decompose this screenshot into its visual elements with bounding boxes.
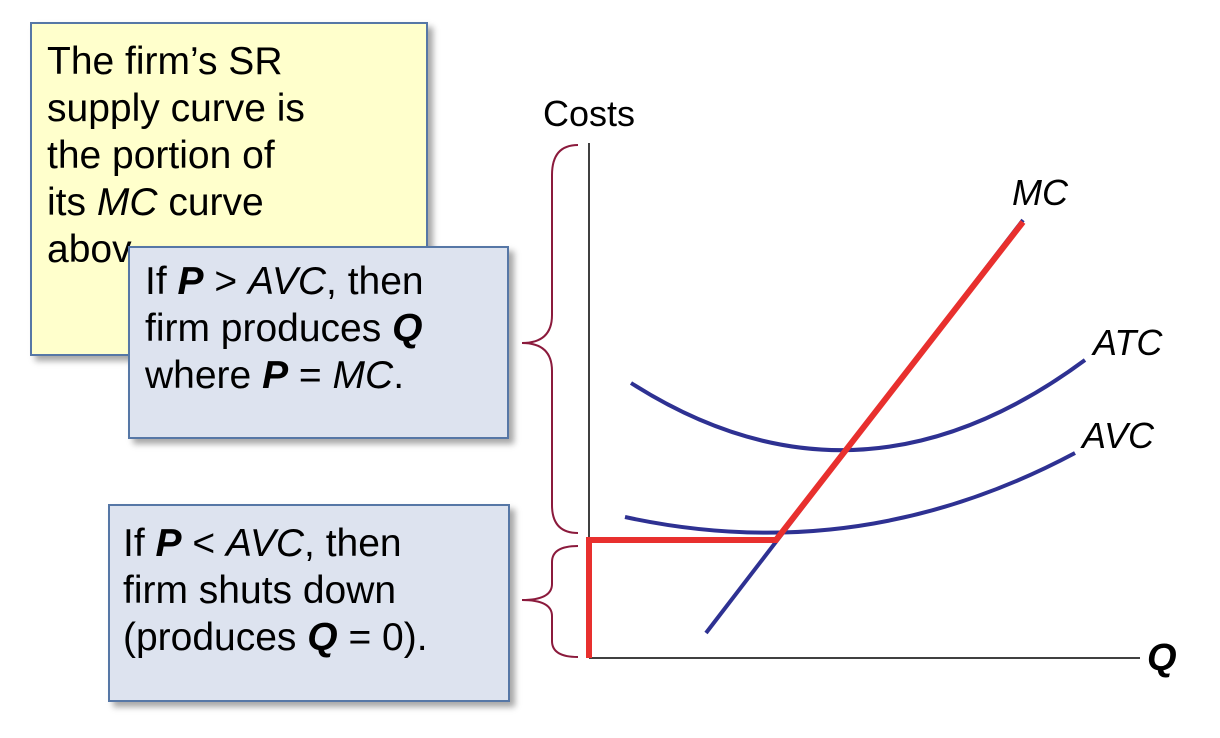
text: If (145, 260, 178, 303)
price-symbol: P (177, 260, 204, 303)
quantity-symbol: Q (307, 616, 338, 659)
note-text: its (47, 181, 97, 224)
note-line-1: The firm’s SR (47, 40, 283, 83)
shutdown-line-2: firm shuts down (123, 569, 397, 612)
text: < (181, 522, 226, 565)
note-line-2: supply curve is (47, 87, 305, 130)
atc-curve (629, 358, 1087, 453)
note-text: curve (157, 181, 264, 224)
produce-line-1: If P > AVC, then (145, 258, 507, 305)
text: , then (326, 260, 424, 303)
produce-line-2: firm produces Q (145, 305, 507, 352)
shutdown-line-1: If P < AVC, then (123, 520, 508, 567)
text: = 0). (337, 616, 428, 659)
note-line-3: the portion of (47, 134, 275, 177)
upper-brace (521, 144, 579, 534)
note-line-5: abov (47, 228, 132, 271)
text: where (145, 354, 263, 397)
atc-label: ATC (1091, 322, 1163, 363)
text: (produces (123, 616, 308, 659)
note-mc: MC (96, 181, 158, 224)
x-axis-label: Q (1147, 637, 1177, 679)
supply-curve-red (586, 220, 1026, 658)
text: . (393, 354, 405, 397)
y-axis-label: Costs (543, 93, 635, 134)
shutdown-condition-box: If P < AVC, then firm shuts down (produc… (108, 504, 510, 702)
quantity-symbol: Q (392, 307, 423, 350)
text: = (288, 354, 333, 397)
shutdown-line-3: (produces Q = 0). (123, 614, 508, 661)
mc-symbol: MC (332, 354, 394, 397)
avc-symbol: AVC (247, 260, 327, 303)
note-line-4: its MC curve (47, 179, 426, 226)
avc-symbol: AVC (225, 522, 305, 565)
avc-label: AVC (1080, 415, 1155, 456)
text: > (203, 260, 248, 303)
produce-condition-box: If P > AVC, then firm produces Q where P… (128, 246, 509, 439)
text: firm produces (145, 307, 393, 350)
lower-brace (521, 545, 579, 658)
produce-line-3: where P = MC. (145, 352, 507, 399)
text: If (123, 522, 156, 565)
text: , then (304, 522, 402, 565)
price-symbol: P (262, 354, 289, 397)
mc-label: MC (1012, 172, 1069, 213)
avc-curve (624, 451, 1076, 535)
price-symbol: P (155, 522, 182, 565)
